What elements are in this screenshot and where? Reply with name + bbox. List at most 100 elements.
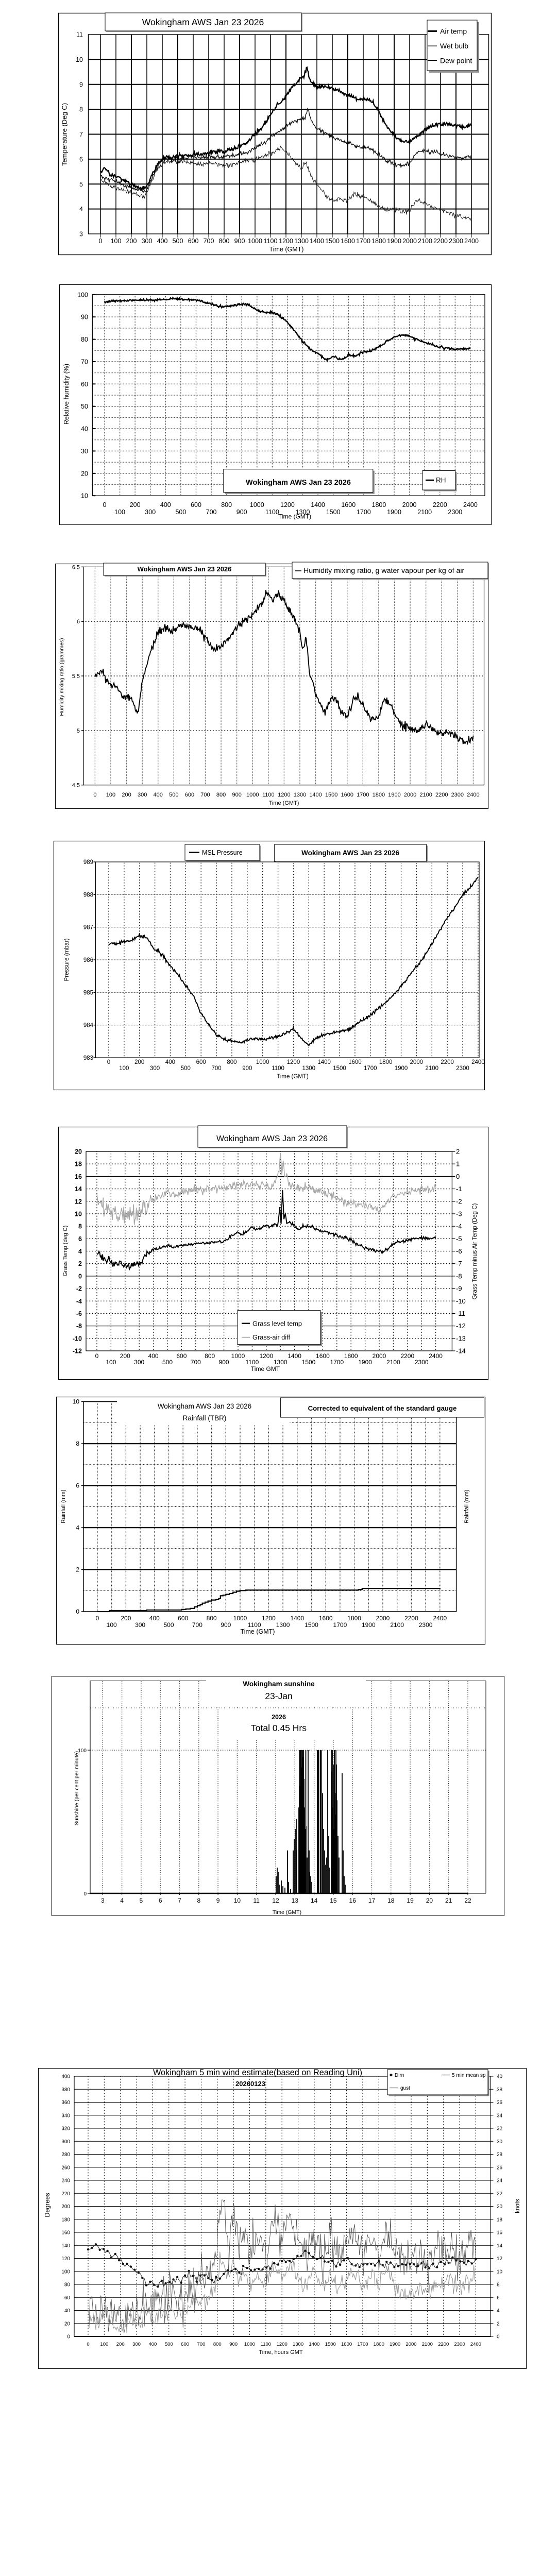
svg-text:1800: 1800 (344, 1352, 358, 1360)
svg-text:2026: 2026 (272, 1714, 286, 1721)
svg-text:900: 900 (236, 509, 247, 516)
svg-text:-1: -1 (456, 1185, 462, 1193)
svg-text:600: 600 (188, 238, 199, 245)
svg-text:0: 0 (95, 1352, 99, 1360)
svg-text:600: 600 (191, 501, 201, 509)
svg-text:18: 18 (75, 1161, 82, 1168)
svg-text:800: 800 (227, 1059, 236, 1065)
svg-text:300: 300 (132, 2342, 141, 2347)
svg-text:1900: 1900 (362, 1621, 376, 1629)
svg-text:300: 300 (138, 792, 147, 798)
svg-text:1300: 1300 (296, 509, 310, 516)
svg-text:60: 60 (81, 381, 88, 388)
svg-text:1500: 1500 (333, 1065, 346, 1072)
svg-text:Temperature (Deg C): Temperature (Deg C) (61, 103, 69, 166)
svg-text:600: 600 (176, 1352, 187, 1360)
svg-text:300: 300 (61, 2139, 70, 2145)
svg-text:Degrees: Degrees (44, 2193, 51, 2217)
svg-text:1000: 1000 (244, 2342, 255, 2347)
svg-text:1400: 1400 (309, 792, 322, 798)
svg-text:140: 140 (61, 2243, 70, 2249)
svg-text:1900: 1900 (395, 1065, 408, 1072)
svg-text:1800: 1800 (374, 2342, 384, 2347)
svg-text:2: 2 (78, 1260, 82, 1267)
svg-text:Total 0.45 Hrs: Total 0.45 Hrs (251, 1723, 307, 1733)
svg-text:Time GMT: Time GMT (251, 1365, 280, 1372)
svg-text:1200: 1200 (278, 792, 290, 798)
svg-text:4: 4 (497, 2308, 500, 2314)
svg-text:1: 1 (456, 1160, 460, 1168)
svg-text:1100: 1100 (262, 792, 275, 798)
svg-text:34: 34 (497, 2113, 503, 2119)
svg-text:1000: 1000 (231, 1352, 245, 1360)
svg-text:220: 220 (61, 2191, 70, 2197)
svg-text:1800: 1800 (379, 1059, 393, 1065)
svg-text:9: 9 (79, 81, 83, 88)
svg-text:200: 200 (130, 501, 141, 509)
svg-text:700: 700 (197, 2342, 206, 2347)
svg-text:2200: 2200 (438, 2342, 449, 2347)
svg-text:800: 800 (207, 1615, 217, 1622)
svg-text:20: 20 (81, 470, 88, 477)
svg-text:20: 20 (426, 1897, 433, 1904)
svg-text:800: 800 (221, 501, 232, 509)
svg-text:3: 3 (101, 1897, 105, 1904)
svg-text:30: 30 (497, 2139, 503, 2145)
svg-text:1500: 1500 (305, 1621, 318, 1629)
svg-text:8: 8 (197, 1897, 200, 1904)
svg-text:5: 5 (140, 1897, 143, 1904)
svg-text:-11: -11 (456, 1310, 465, 1317)
svg-text:-4: -4 (456, 1223, 462, 1230)
svg-text:1300: 1300 (294, 238, 309, 245)
svg-text:1800: 1800 (372, 501, 386, 509)
svg-text:2: 2 (456, 1148, 460, 1156)
svg-text:2300: 2300 (454, 2342, 465, 2347)
svg-text:1600: 1600 (341, 238, 355, 245)
svg-text:1900: 1900 (358, 1359, 372, 1366)
svg-text:16: 16 (497, 2230, 503, 2236)
svg-text:100: 100 (111, 238, 122, 245)
svg-text:5 min mean sp: 5 min mean sp (452, 2073, 486, 2078)
svg-text:2200: 2200 (435, 792, 448, 798)
svg-text:Rainfall (mm): Rainfall (mm) (464, 1489, 470, 1523)
svg-text:80: 80 (64, 2282, 71, 2288)
svg-text:400: 400 (154, 792, 163, 798)
svg-text:0: 0 (93, 792, 96, 798)
svg-text:2100: 2100 (422, 2342, 433, 2347)
svg-text:-4: -4 (76, 1298, 82, 1305)
svg-text:Time (GMT): Time (GMT) (277, 1074, 309, 1080)
svg-text:Humidity mixing ratio, g water: Humidity mixing ratio, g water vapour pe… (303, 567, 465, 575)
svg-text:200: 200 (120, 1352, 130, 1360)
svg-text:-2: -2 (76, 1285, 82, 1293)
svg-text:986: 986 (83, 957, 93, 963)
svg-text:200: 200 (121, 1615, 131, 1622)
svg-text:2400: 2400 (467, 792, 479, 798)
svg-text:400: 400 (160, 501, 171, 509)
svg-text:200: 200 (116, 2342, 125, 2347)
svg-text:0: 0 (96, 1615, 99, 1622)
svg-text:16: 16 (349, 1897, 357, 1904)
svg-text:360: 360 (61, 2100, 70, 2106)
svg-text:800: 800 (216, 792, 226, 798)
svg-text:900: 900 (242, 1065, 252, 1072)
svg-text:800: 800 (213, 2342, 222, 2347)
svg-text:30: 30 (81, 448, 88, 455)
svg-text:6: 6 (76, 1482, 79, 1489)
svg-text:10: 10 (76, 56, 83, 63)
svg-text:1700: 1700 (330, 1359, 344, 1366)
svg-text:Time (GMT): Time (GMT) (241, 1628, 275, 1635)
svg-text:1400: 1400 (310, 238, 324, 245)
svg-text:-2: -2 (456, 1197, 462, 1205)
svg-text:10: 10 (75, 1210, 82, 1217)
svg-text:1000: 1000 (256, 1059, 269, 1065)
svg-text:700: 700 (206, 509, 217, 516)
svg-text:100: 100 (77, 291, 88, 298)
svg-text:22: 22 (464, 1897, 471, 1904)
svg-text:400: 400 (149, 1615, 160, 1622)
svg-text:20: 20 (64, 2321, 71, 2327)
svg-text:1600: 1600 (348, 1059, 362, 1065)
svg-text:1200: 1200 (259, 1352, 273, 1360)
svg-text:500: 500 (173, 238, 183, 245)
svg-text:12: 12 (497, 2256, 503, 2262)
svg-text:1700: 1700 (364, 1065, 377, 1072)
